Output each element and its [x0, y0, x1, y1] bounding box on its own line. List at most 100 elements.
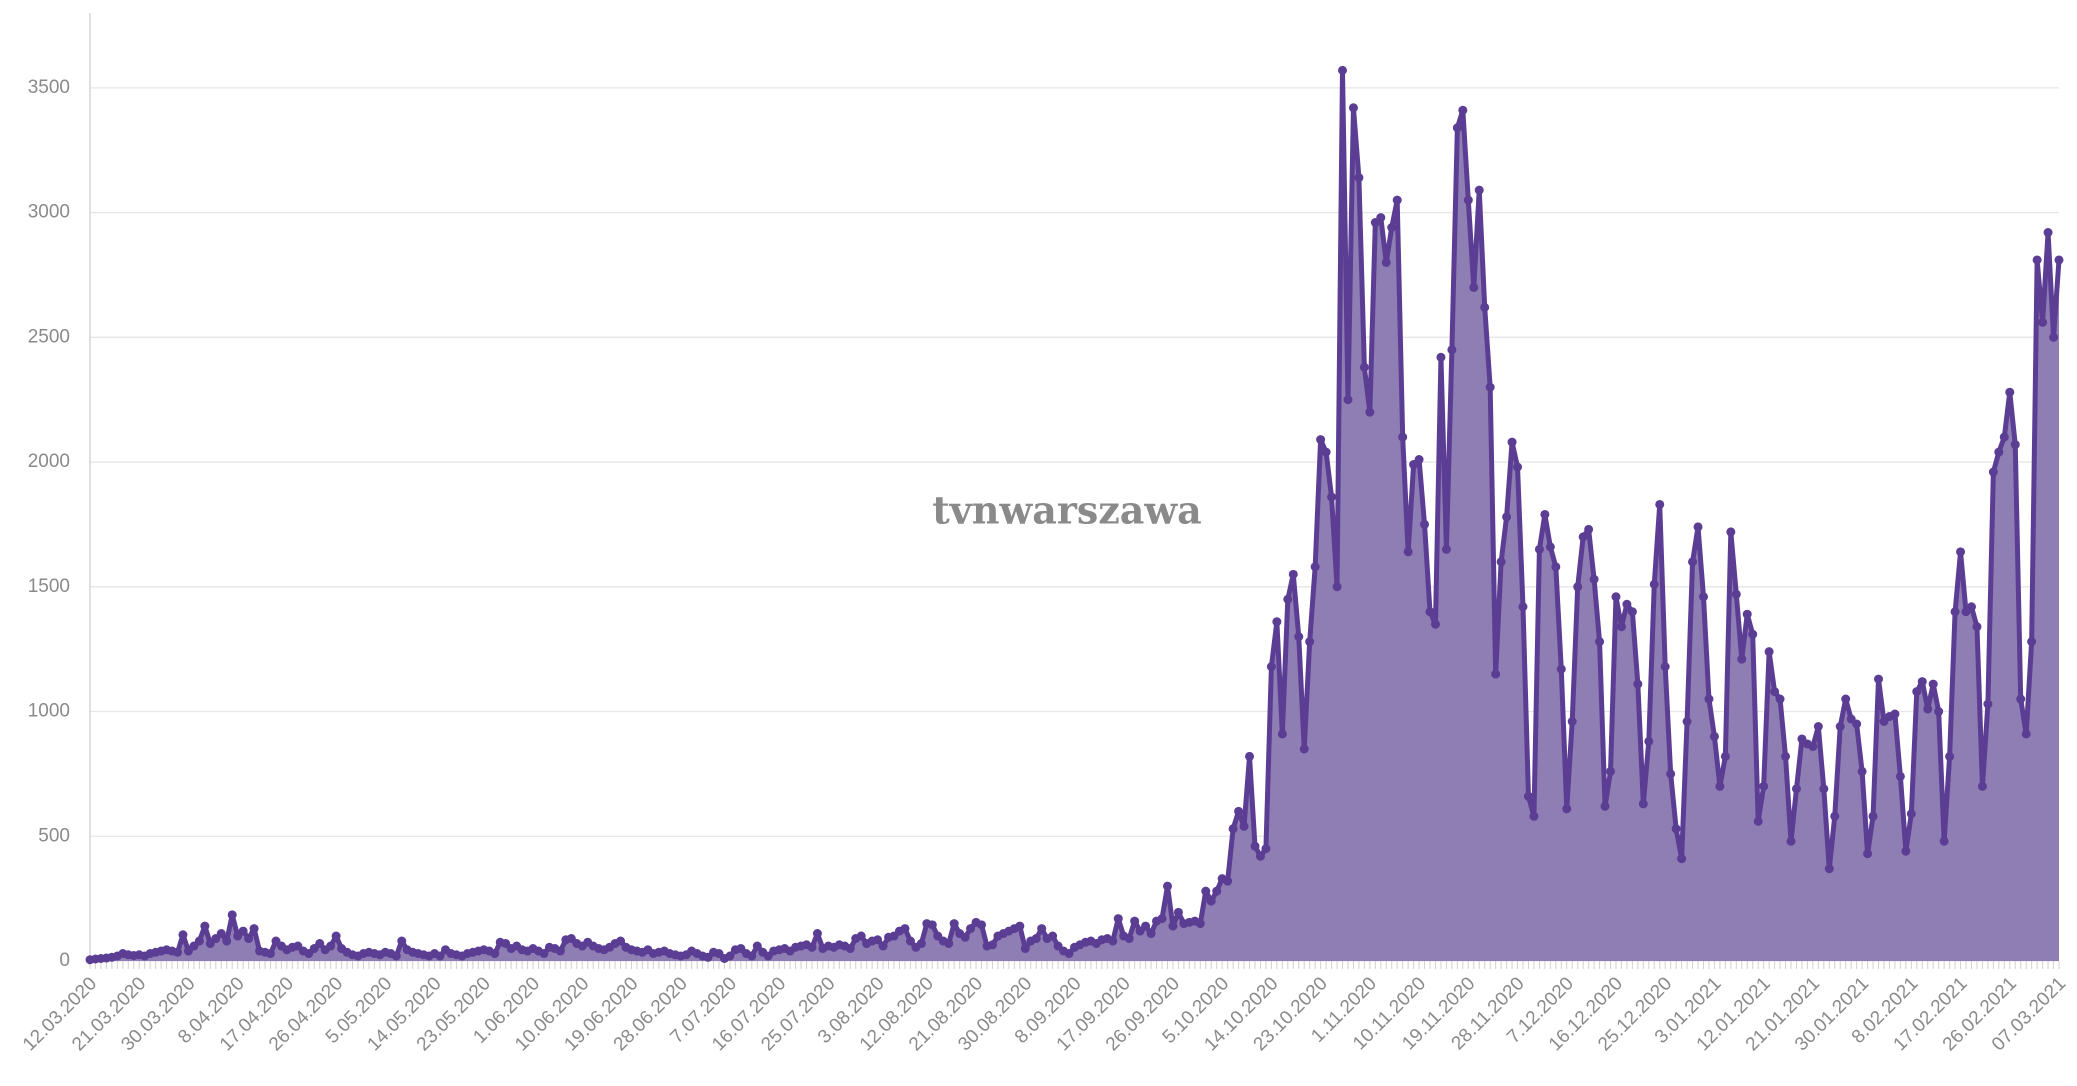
point	[725, 951, 735, 961]
point	[1321, 447, 1331, 457]
point	[1863, 849, 1873, 859]
point	[1551, 562, 1561, 572]
point	[1906, 809, 1916, 819]
point	[1343, 395, 1353, 405]
point	[1245, 751, 1255, 761]
point	[1485, 382, 1495, 392]
point	[331, 931, 341, 941]
point	[1589, 574, 1599, 584]
point	[1939, 836, 1949, 846]
point	[845, 944, 855, 954]
point	[1901, 846, 1911, 856]
point	[1671, 824, 1681, 834]
point	[1452, 123, 1462, 133]
point	[1934, 707, 1944, 717]
point	[878, 941, 888, 951]
point	[1310, 562, 1320, 572]
point	[1753, 816, 1763, 826]
point	[1223, 876, 1233, 886]
point	[1540, 509, 1550, 519]
point	[1513, 462, 1523, 472]
point	[2016, 694, 2026, 704]
point	[1354, 173, 1364, 183]
point	[194, 936, 204, 946]
point	[949, 919, 959, 929]
point	[326, 941, 336, 951]
point	[1436, 352, 1446, 362]
point	[873, 935, 883, 945]
y-tick-label: 3000	[28, 202, 70, 223]
y-tick-label: 500	[38, 825, 70, 846]
y-tick-label: 1500	[28, 576, 70, 597]
point	[856, 931, 866, 941]
point	[173, 947, 183, 957]
point	[1709, 731, 1719, 741]
point	[1578, 532, 1588, 542]
point	[1441, 544, 1451, 554]
grid	[89, 13, 2059, 962]
point	[1130, 916, 1140, 926]
point	[315, 939, 325, 949]
point	[1731, 589, 1741, 599]
point	[1529, 811, 1539, 821]
point	[1534, 544, 1544, 554]
point	[1988, 467, 1998, 477]
point	[1228, 824, 1238, 834]
area	[90, 70, 2059, 961]
point	[1212, 886, 1222, 896]
point	[1108, 936, 1118, 946]
point	[1162, 881, 1172, 891]
point	[1759, 781, 1769, 791]
point	[747, 951, 757, 961]
point	[1556, 664, 1566, 674]
point	[927, 920, 937, 930]
point	[1474, 185, 1484, 195]
point	[812, 929, 822, 939]
point	[1491, 669, 1501, 679]
point	[1808, 741, 1818, 751]
point	[1463, 195, 1473, 205]
y-tick-label: 1000	[28, 701, 70, 722]
point	[1852, 719, 1862, 729]
point	[1660, 662, 1670, 672]
point	[1649, 579, 1659, 589]
point	[1627, 607, 1637, 617]
point	[1775, 694, 1785, 704]
point	[1113, 914, 1123, 924]
point	[1387, 223, 1397, 233]
point	[1392, 195, 1402, 205]
point	[987, 940, 997, 950]
point	[1124, 934, 1134, 944]
y-tick-label: 2000	[28, 451, 70, 472]
point	[1327, 492, 1337, 502]
point	[1928, 679, 1938, 689]
point	[1666, 769, 1676, 779]
point	[1381, 257, 1391, 267]
point	[1469, 282, 1479, 292]
point	[1720, 751, 1730, 761]
point	[1020, 944, 1030, 954]
point	[1414, 455, 1424, 465]
point	[1622, 599, 1632, 609]
point	[1983, 699, 1993, 709]
point	[1288, 569, 1298, 579]
point	[2038, 317, 2048, 327]
point	[1890, 709, 1900, 719]
point	[1950, 607, 1960, 617]
point	[1857, 766, 1867, 776]
point	[1584, 524, 1594, 534]
point	[1502, 512, 1512, 522]
point	[1294, 632, 1304, 642]
point	[1644, 736, 1654, 746]
point	[1272, 617, 1282, 627]
point	[1977, 781, 1987, 791]
point	[1655, 499, 1665, 509]
point	[1168, 921, 1178, 931]
point	[1234, 806, 1244, 816]
watermark: tvnwarszawa	[932, 488, 1202, 533]
point	[1250, 841, 1260, 851]
point	[1715, 781, 1725, 791]
point	[960, 932, 970, 942]
point	[1966, 602, 1976, 612]
point	[616, 936, 626, 946]
